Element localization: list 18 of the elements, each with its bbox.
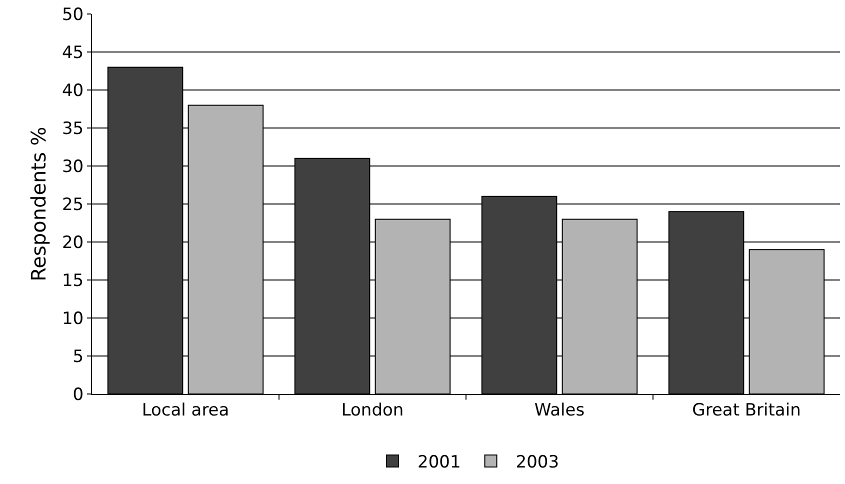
y-tick-label: 20 bbox=[62, 232, 84, 253]
legend-label: 2003 bbox=[516, 452, 560, 473]
y-tick-label: 35 bbox=[62, 118, 84, 139]
y-tick-label: 30 bbox=[62, 156, 84, 177]
y-tick-label: 5 bbox=[72, 346, 84, 367]
x-tick-label: Wales bbox=[534, 400, 585, 420]
y-tick-label: 45 bbox=[62, 42, 84, 63]
y-tick-label: 15 bbox=[62, 270, 84, 291]
x-tick-label: Local area bbox=[142, 400, 230, 420]
y-tick-label: 25 bbox=[62, 194, 84, 215]
y-tick-label: 0 bbox=[72, 384, 84, 405]
y-tick-label: 10 bbox=[62, 308, 84, 329]
y-axis-title: Respondents % bbox=[26, 126, 50, 282]
x-tick-label: Great Britain bbox=[692, 400, 801, 420]
x-tick-label: London bbox=[341, 400, 404, 420]
legend-label: 2001 bbox=[418, 452, 461, 473]
y-tick-label: 50 bbox=[62, 4, 84, 25]
y-tick-label: 40 bbox=[62, 80, 84, 101]
